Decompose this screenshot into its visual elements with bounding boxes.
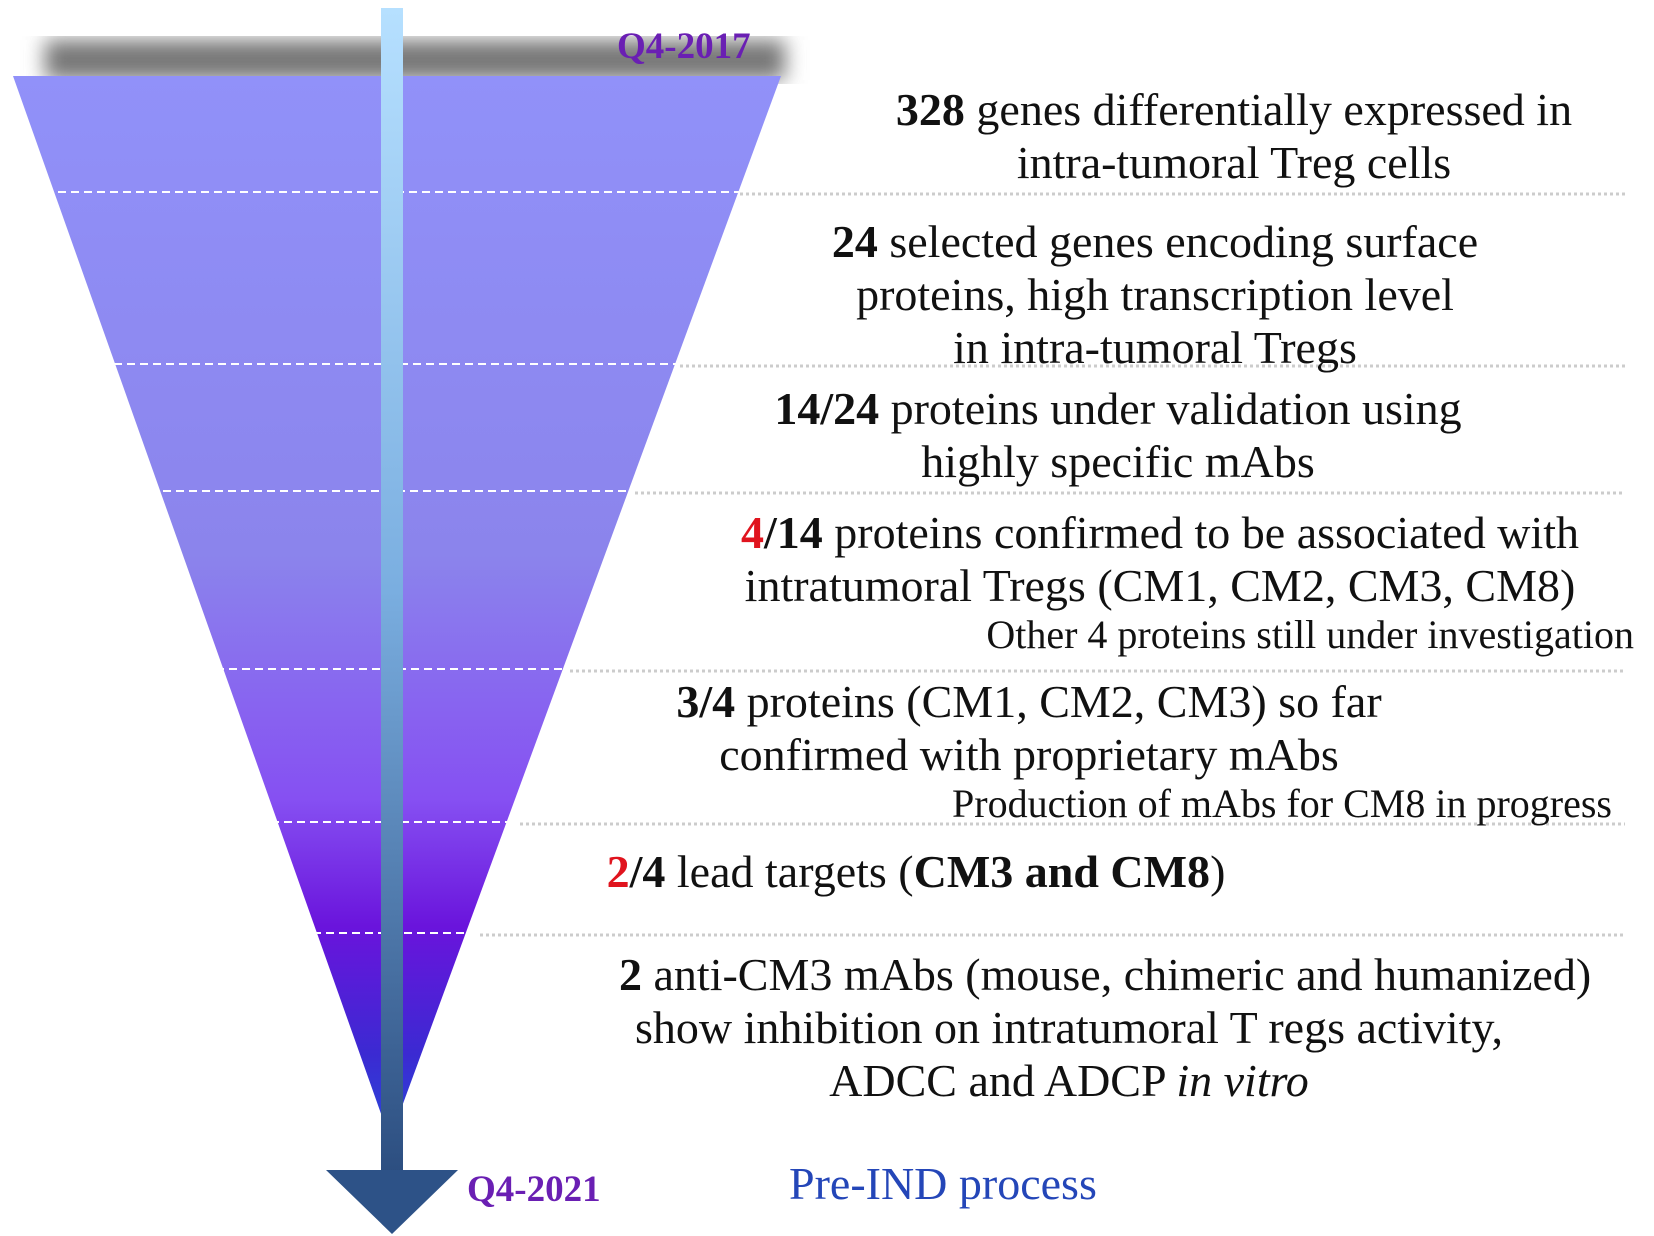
stage-count: 3/4 [676, 676, 736, 727]
stage-count: 24 [831, 216, 878, 267]
stage-text: highly specific mAbs [921, 436, 1315, 487]
start-date: Q4-2017 [617, 26, 751, 67]
end-date: Q4-2021 [467, 1169, 601, 1210]
row-dividers [480, 192, 1625, 937]
stage-count: /14 [763, 507, 823, 558]
footer-label: Pre-IND process [789, 1158, 1097, 1209]
stage-count-highlight: 2 [606, 846, 630, 897]
stage-line: 14/24 proteins under validation using [718, 382, 1518, 435]
stage-text: proteins, high transcription level [856, 269, 1454, 320]
stage-text: show inhibition on intratumoral T regs a… [635, 1002, 1503, 1053]
stage: 328 genes differentially expressed in in… [834, 83, 1634, 189]
stage-text: ) [1210, 846, 1226, 897]
stage-count-highlight: 4 [740, 507, 764, 558]
stage-text: proteins (CM1, CM2, CM3) so far [746, 676, 1382, 727]
stage-text: intra-tumoral Treg cells [1016, 137, 1452, 188]
stage-line: 4/14 proteins confirmed to be associated… [686, 506, 1634, 559]
funnel-shadow [45, 40, 785, 80]
stage-text: ADCC and ADCP [829, 1055, 1165, 1106]
stage-text: confirmed with proprietary mAbs [719, 729, 1339, 780]
stage-count: 14/24 [774, 383, 880, 434]
stage-note: Production of mAbs for CM8 in progress [952, 781, 1612, 826]
stage-count: 328 [895, 84, 965, 135]
stage-emphasis: CM3 and CM8 [913, 846, 1211, 897]
stage-text: proteins under validation using [890, 383, 1462, 434]
stage-text: selected genes encoding surface [889, 216, 1479, 267]
stage-text: intratumoral Tregs (CM1, CM2, CM3, CM8) [744, 560, 1576, 611]
stage-text: lead targets ( [676, 846, 914, 897]
timeline-arrow-shaft [381, 8, 403, 1174]
stage-emphasis: in vitro [1176, 1055, 1309, 1106]
stage: 3/4 proteins (CM1, CM2, CM3) so far conf… [600, 675, 1612, 827]
stage-line: 24 selected genes encoding surface [755, 215, 1555, 268]
stage: 24 selected genes encoding surface prote… [755, 215, 1555, 374]
stage: 14/24 proteins under validation using hi… [718, 382, 1518, 488]
stage: 2 anti-CM3 mAbs (mouse, chimeric and hum… [619, 948, 1591, 1107]
stage-line: ADCC and ADCP in vitro [619, 1054, 1519, 1107]
stage: 2/4 lead targets (CM3 and CM8) [516, 845, 1316, 898]
stage-line: 328 genes differentially expressed in [834, 83, 1634, 136]
stage-text: proteins confirmed to be associated with [834, 507, 1580, 558]
stage-line: 3/4 proteins (CM1, CM2, CM3) so far [600, 675, 1458, 728]
timeline-arrow-head [326, 1170, 458, 1234]
stage-note: Other 4 proteins still under investigati… [986, 612, 1634, 657]
stage-line: 2 anti-CM3 mAbs (mouse, chimeric and hum… [619, 948, 1591, 1001]
stage-text: anti-CM3 mAbs (mouse, chimeric and human… [653, 949, 1592, 1000]
stage-text: genes differentially expressed in [976, 84, 1573, 135]
stage-count: 2 [619, 949, 642, 1000]
stage-count: /4 [629, 846, 666, 897]
stage-line: 2/4 lead targets (CM3 and CM8) [516, 845, 1316, 898]
stage-text: in intra-tumoral Tregs [953, 322, 1357, 373]
stage: 4/14 proteins confirmed to be associated… [686, 506, 1634, 658]
